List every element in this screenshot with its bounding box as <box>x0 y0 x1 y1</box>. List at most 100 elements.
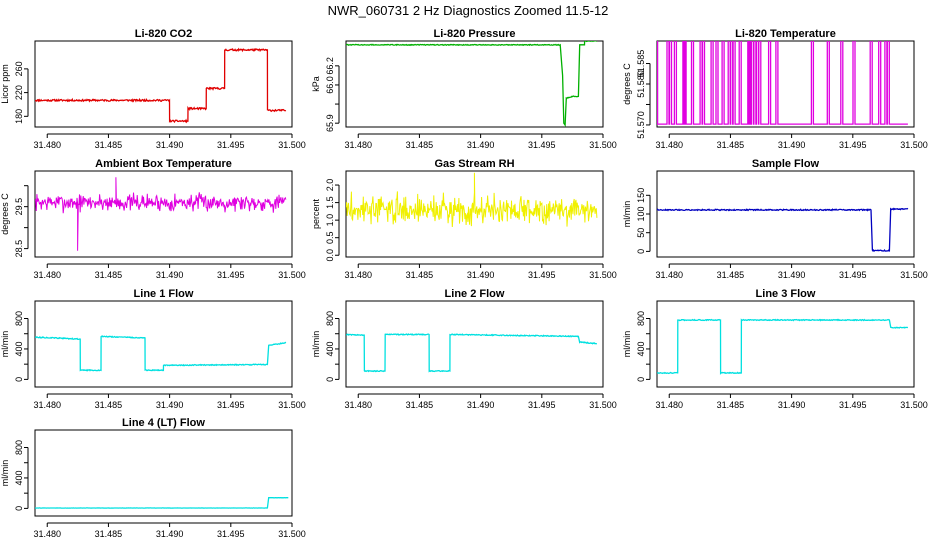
plot-frame <box>345 300 604 388</box>
data-series <box>346 172 598 228</box>
x-axis: 31.480 31.485 31.490 31.495 31.500 <box>655 133 928 150</box>
x-tick-label: 31.500 <box>900 140 928 150</box>
x-tick-label: 31.495 <box>839 400 867 410</box>
x-tick-label: 31.490 <box>778 140 806 150</box>
figure-title: NWR_060731 2 Hz Diagnostics Zoomed 11.5-… <box>328 3 609 18</box>
x-tick-label: 31.480 <box>655 400 683 410</box>
data-series <box>657 318 909 375</box>
y-axis: 0 50 100 150 <box>636 188 651 254</box>
x-tick-label: 31.490 <box>778 400 806 410</box>
panel-title: Li-820 Temperature <box>735 28 836 40</box>
panel-title: Li-820 CO2 <box>135 28 192 40</box>
y-tick-label: 0 <box>14 377 24 382</box>
plot-frame <box>34 170 293 258</box>
y-axis-label: percent <box>311 198 321 229</box>
y-tick-label: 65.9 <box>325 114 335 132</box>
x-tick-label: 31.500 <box>278 529 306 539</box>
panel-title: Ambient Box Temperature <box>95 158 232 170</box>
x-tick-label: 31.480 <box>33 140 61 150</box>
plot-frame <box>34 300 293 388</box>
y-axis-label: degrees C <box>622 63 632 105</box>
y-tick-label: 0.5 <box>325 231 335 244</box>
x-tick-label: 31.495 <box>839 140 867 150</box>
data-series <box>35 497 289 509</box>
y-tick-label: 150 <box>636 188 646 203</box>
y-tick-label: 0 <box>636 249 646 254</box>
x-tick-label: 31.495 <box>217 400 245 410</box>
data-series <box>346 333 598 373</box>
x-tick-label: 31.500 <box>589 140 617 150</box>
x-tick-label: 31.485 <box>95 400 123 410</box>
y-axis: 0 400 800 <box>14 440 29 511</box>
panel-title: Line 3 Flow <box>756 288 816 300</box>
panel-co2: Li-820 CO2 31.480 31.485 31.490 31.495 31.500… <box>0 28 306 150</box>
x-axis: 31.480 31.485 31.490 31.495 31.500 <box>33 393 306 410</box>
panel-title: Line 1 Flow <box>134 288 194 300</box>
panel-title: Gas Stream RH <box>434 158 514 170</box>
panels-grid: Li-820 CO2 31.480 31.485 31.490 31.495 31.500… <box>0 28 928 539</box>
y-tick-label: 0.0 <box>325 249 335 262</box>
y-tick-label: 100 <box>636 206 646 221</box>
y-tick-label: 0 <box>636 377 646 382</box>
y-tick-label: 51.585 <box>636 50 646 78</box>
x-tick-label: 31.485 <box>406 140 434 150</box>
data-series <box>35 47 287 124</box>
y-axis-label: kPa <box>311 76 321 92</box>
x-tick-label: 31.480 <box>344 140 372 150</box>
y-tick-label: 50 <box>636 228 646 238</box>
x-tick-label: 31.500 <box>278 140 306 150</box>
panel-line2: Line 2 Flow 31.480 31.485 31.490 31.495 31.50… <box>311 288 617 410</box>
x-tick-label: 31.500 <box>278 270 306 280</box>
x-tick-label: 31.495 <box>217 270 245 280</box>
y-axis-label: ml/min <box>622 331 632 358</box>
y-tick-label: 400 <box>14 470 24 485</box>
y-axis: 180 220 260 <box>14 61 29 124</box>
plot-frame <box>34 429 293 517</box>
series-line <box>346 41 598 127</box>
y-tick-label: 1.0 <box>325 214 335 227</box>
y-axis: 0.0 0.5 1.0 1.5 2.0 <box>325 179 340 262</box>
y-tick-label: 1.5 <box>325 196 335 209</box>
plot-frame <box>656 300 915 388</box>
y-axis: 28.5 29.5 <box>14 185 29 258</box>
y-tick-label: 260 <box>14 61 24 76</box>
series-line <box>657 41 908 125</box>
y-axis-label: ml/min <box>0 460 10 487</box>
y-tick-label: 220 <box>14 85 24 100</box>
y-axis-label: Licor ppm <box>0 64 10 104</box>
y-tick-label: 66.2 <box>325 57 335 75</box>
x-tick-label: 31.495 <box>528 400 556 410</box>
y-tick-label: 51.570 <box>636 111 646 139</box>
plot-frame <box>656 170 915 258</box>
y-tick-label: 800 <box>325 311 335 326</box>
x-axis: 31.480 31.485 31.490 31.495 31.500 <box>655 393 928 410</box>
panel-sample: Sample Flow 31.480 31.485 31.490 31.495 31.50… <box>622 158 928 280</box>
plot-frame <box>34 40 293 128</box>
series-line <box>657 318 909 375</box>
y-tick-label: 29.5 <box>14 198 24 216</box>
series-line <box>35 177 287 251</box>
series-line <box>35 335 287 372</box>
x-tick-label: 31.490 <box>156 529 184 539</box>
x-tick-label: 31.495 <box>528 270 556 280</box>
x-tick-label: 31.480 <box>33 270 61 280</box>
plot-frame <box>345 40 604 128</box>
panel-ambient: Ambient Box Temperature 31.480 31.485 31.49… <box>0 158 306 280</box>
y-tick-label: 400 <box>636 341 646 356</box>
y-tick-label: 28.5 <box>14 240 24 258</box>
x-axis: 31.480 31.485 31.490 31.495 31.500 <box>33 133 306 150</box>
x-tick-label: 31.480 <box>655 140 683 150</box>
x-tick-label: 31.485 <box>95 140 123 150</box>
x-tick-label: 31.500 <box>900 400 928 410</box>
x-tick-label: 31.485 <box>717 140 745 150</box>
x-tick-label: 31.490 <box>156 140 184 150</box>
x-tick-label: 31.480 <box>655 270 683 280</box>
series-line <box>35 47 287 124</box>
x-axis: 31.480 31.485 31.490 31.495 31.500 <box>344 393 617 410</box>
x-tick-label: 31.485 <box>406 400 434 410</box>
panel-title: Line 2 Flow <box>445 288 505 300</box>
y-axis: 0 400 800 <box>14 311 29 382</box>
